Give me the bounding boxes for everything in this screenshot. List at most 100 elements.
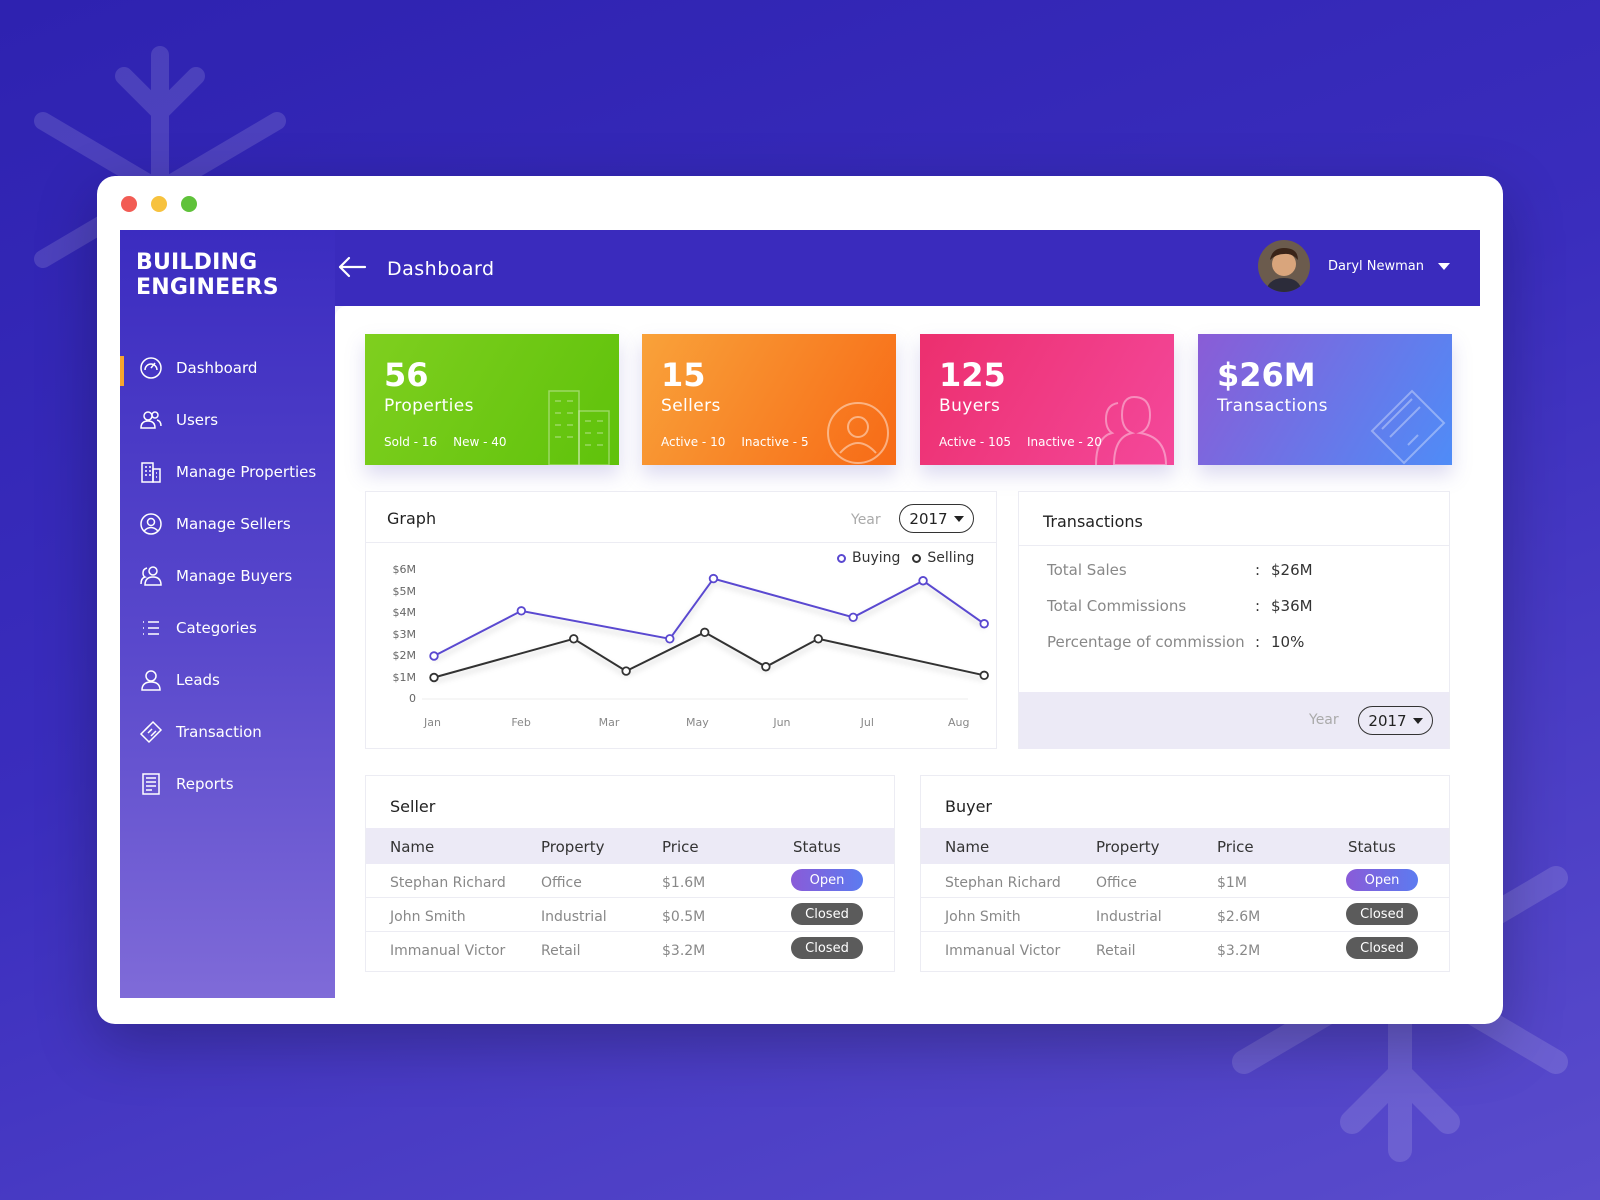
sidebar-item-label: Manage Buyers — [176, 567, 293, 585]
dashboard-app: BUILDING ENGINEERS Dashboard Users Manage … — [120, 230, 1480, 998]
status-badge[interactable]: Closed — [791, 903, 863, 925]
row-price: $3.2M — [1217, 943, 1261, 959]
users-icon — [1095, 395, 1168, 465]
data-point-buying[interactable] — [516, 606, 527, 616]
stat-card-transactions[interactable]: $26M Transactions — [1198, 334, 1452, 465]
column-header[interactable]: Status — [793, 838, 841, 856]
table-row[interactable]: John Smith Industrial $2.6M Closed — [921, 903, 1449, 938]
data-point-buying[interactable] — [708, 573, 719, 584]
stat-card-details: Sold - 16 New - 40 — [384, 435, 507, 449]
data-point-selling[interactable] — [569, 634, 579, 644]
building-icon — [138, 459, 164, 485]
column-header[interactable]: Status — [1348, 838, 1396, 856]
sidebar-item-transaction[interactable]: Transaction — [120, 706, 335, 758]
x-axis-tick: Jun — [773, 716, 791, 729]
transaction-summary-row: Total Sales: $26M — [1047, 561, 1313, 579]
sidebar-nav: Dashboard Users Manage Properties Manage Se… — [120, 342, 335, 810]
transactions-year-label: Year — [1309, 712, 1339, 728]
close-window-button[interactable] — [121, 196, 137, 212]
status-badge[interactable]: Closed — [1346, 903, 1418, 925]
user-menu[interactable]: Daryl Newman — [1258, 240, 1450, 292]
column-header[interactable]: Price — [1217, 838, 1254, 856]
data-point-selling[interactable] — [761, 662, 771, 672]
column-header[interactable]: Name — [945, 838, 990, 856]
row-property: Office — [541, 875, 582, 891]
stat-card-buyers[interactable]: 125 Buyers Active - 105 Inactive - 20 — [920, 334, 1174, 465]
row-price: $1M — [1217, 875, 1247, 891]
topbar: Dashboard Daryl Newman — [335, 230, 1480, 306]
stat-card-detail: Active - 105 — [939, 435, 1011, 449]
maximize-window-button[interactable] — [181, 196, 197, 212]
summary-value: 10% — [1271, 633, 1305, 651]
sidebar-item-users[interactable]: Users — [120, 394, 335, 446]
stat-card-label: Buyers — [939, 396, 1001, 416]
stat-card-properties[interactable]: 56 Properties Sold - 16 New - 40 — [365, 334, 619, 465]
status-badge[interactable]: Open — [791, 869, 863, 891]
row-price: $0.5M — [662, 909, 706, 925]
table-row[interactable]: Immanual Victor Retail $3.2M Closed — [921, 937, 1449, 972]
stat-card-detail: Active - 10 — [661, 435, 726, 449]
column-header[interactable]: Price — [662, 838, 699, 856]
stat-card-value: 56 — [384, 356, 429, 394]
data-point-selling[interactable] — [621, 666, 631, 676]
column-header[interactable]: Property — [541, 838, 605, 856]
chevron-down-icon[interactable] — [1438, 262, 1450, 270]
table-row[interactable]: Stephan Richard Office $1M Open — [921, 869, 1449, 904]
minimize-window-button[interactable] — [151, 196, 167, 212]
sidebar-item-categories[interactable]: Categories — [120, 602, 335, 654]
status-badge[interactable]: Closed — [1346, 937, 1418, 959]
summary-key: Percentage of commission — [1047, 633, 1245, 651]
sidebar-item-manage-sellers[interactable]: Manage Sellers — [120, 498, 335, 550]
data-point-buying[interactable] — [848, 612, 858, 622]
table-row[interactable]: Stephan Richard Office $1.6M Open — [366, 869, 894, 904]
x-axis-tick: Mar — [598, 716, 620, 729]
transaction-summary-row: Total Commissions: $36M — [1047, 597, 1313, 615]
back-arrow-icon[interactable] — [335, 252, 369, 282]
brand-line-2: ENGINEERS — [136, 275, 279, 300]
chart-legend: Buying Selling — [837, 550, 974, 566]
stat-card-sellers[interactable]: 15 Sellers Active - 10 Inactive - 5 — [642, 334, 896, 465]
avatar — [1258, 240, 1311, 292]
row-divider — [921, 897, 1449, 898]
sidebar-item-dashboard[interactable]: Dashboard — [120, 342, 335, 394]
row-name: Immanual Victor — [390, 943, 506, 959]
sidebar-item-label: Users — [176, 411, 219, 429]
graph-year-value: 2017 — [909, 509, 948, 528]
legend-selling-label: Selling — [927, 550, 975, 566]
table-row[interactable]: John Smith Industrial $0.5M Closed — [366, 903, 894, 938]
app-window: BUILDING ENGINEERS Dashboard Users Manage … — [97, 176, 1503, 1024]
sidebar-item-manage-buyers[interactable]: Manage Buyers — [120, 550, 335, 602]
graph-year-label: Year — [851, 512, 881, 528]
graph-year-select[interactable]: 2017 — [899, 504, 974, 533]
data-point-selling[interactable] — [700, 627, 710, 638]
data-point-selling[interactable] — [979, 670, 989, 681]
data-point-buying[interactable] — [665, 634, 675, 644]
sidebar-item-leads[interactable]: Leads — [120, 654, 335, 706]
sidebar-item-manage-properties[interactable]: Manage Properties — [120, 446, 335, 498]
column-header[interactable]: Name — [390, 838, 435, 856]
users-icon — [138, 407, 164, 433]
table-row[interactable]: Immanual Victor Retail $3.2M Closed — [366, 937, 894, 972]
stat-card-detail: Sold - 16 — [384, 435, 438, 449]
y-axis-tick: $6M — [392, 563, 417, 576]
legend-buying-marker — [837, 553, 846, 563]
row-name: John Smith — [945, 909, 1021, 925]
transactions-year-select[interactable]: 2017 — [1358, 706, 1433, 735]
table-header: Name Property Price Status — [921, 828, 1449, 864]
data-point-selling[interactable] — [813, 634, 823, 644]
status-badge[interactable]: Open — [1346, 869, 1418, 891]
data-point-buying[interactable] — [979, 619, 989, 629]
column-header[interactable]: Property — [1096, 838, 1160, 856]
stat-card-details: Active - 10 Inactive - 5 — [661, 435, 809, 449]
data-point-buying[interactable] — [429, 651, 439, 661]
transaction-summary-row: Percentage of commission:10% — [1047, 633, 1304, 651]
brand-logo[interactable]: BUILDING ENGINEERS — [136, 250, 279, 300]
sidebar-item-reports[interactable]: Reports — [120, 758, 335, 810]
data-point-selling[interactable] — [429, 672, 439, 683]
data-point-buying[interactable] — [918, 576, 928, 586]
stat-card-value: $26M — [1217, 356, 1316, 394]
x-axis-tick: Jan — [424, 716, 441, 729]
row-price: $3.2M — [662, 943, 706, 959]
status-badge[interactable]: Closed — [791, 937, 863, 959]
stat-card-detail: New - 40 — [453, 435, 507, 449]
